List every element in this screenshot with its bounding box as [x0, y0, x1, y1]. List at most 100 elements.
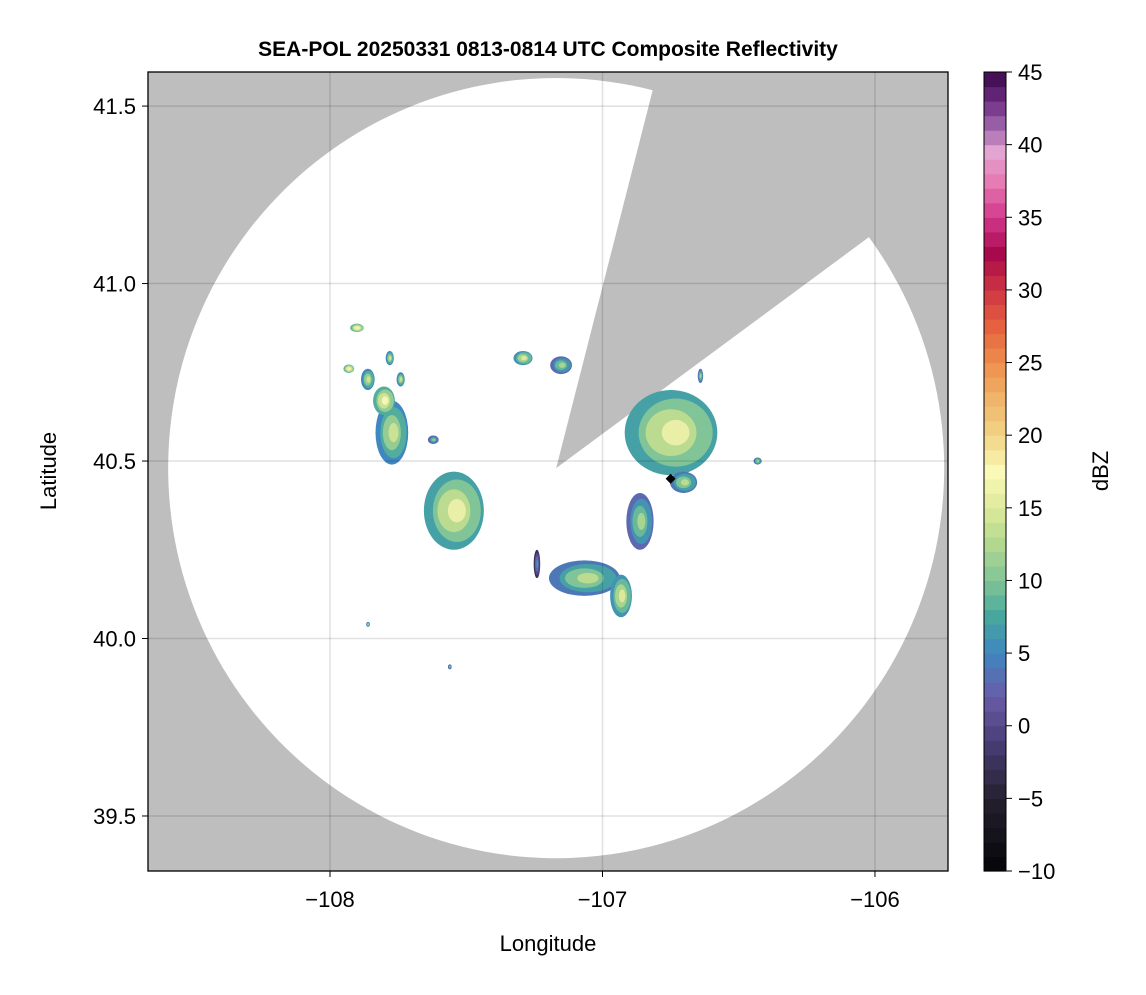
echo-cell [610, 574, 632, 618]
colorbar-band [984, 754, 1006, 770]
colorbar-band [984, 260, 1006, 276]
echo-cell [361, 368, 375, 391]
colorbar-band [984, 812, 1006, 829]
colorbar-band [984, 173, 1006, 189]
colorbar-tick-label: 20 [1018, 423, 1042, 448]
echo-cell [626, 492, 654, 550]
echo-cell [513, 350, 533, 366]
colorbar-band [984, 580, 1006, 596]
echo-layer [618, 589, 626, 603]
echo-cell [423, 471, 484, 550]
colorbar-band [984, 711, 1006, 727]
echo-layer [381, 396, 389, 405]
colorbar-tick-label: −10 [1018, 859, 1055, 884]
plot-area [148, 72, 948, 871]
colorbar-band [984, 188, 1006, 204]
colorbar-tick-label: 15 [1018, 496, 1042, 521]
colorbar-tick-label: 35 [1018, 205, 1042, 230]
echo-cell [533, 549, 541, 579]
colorbar-band [984, 202, 1006, 218]
colorbar-tick-label: 45 [1018, 60, 1042, 85]
colorbar-band [984, 725, 1006, 741]
echo-layer [366, 376, 371, 383]
colorbar-band [984, 348, 1006, 364]
chart-title: SEA-POL 20250331 0813-0814 UTC Composite… [258, 38, 838, 61]
echo-cell [396, 372, 405, 387]
colorbar-band [984, 362, 1006, 378]
echo-cell [753, 457, 762, 465]
colorbar-band [984, 769, 1006, 785]
colorbar-band [984, 696, 1006, 712]
colorbar-band [984, 159, 1006, 175]
colorbar-band [984, 275, 1006, 291]
colorbar-band [984, 522, 1006, 538]
echo-cell [343, 364, 355, 374]
colorbar-band [984, 667, 1006, 683]
echo-cell [447, 664, 452, 670]
colorbar-band [984, 565, 1006, 582]
x-axis-label: Longitude [500, 931, 597, 956]
x-tick-label: −107 [578, 887, 628, 912]
echo-layer [367, 623, 369, 626]
echo-layer [637, 512, 646, 530]
echo-cell [366, 621, 370, 627]
colorbar-band [984, 449, 1006, 465]
colorbar-band [984, 246, 1006, 262]
echo-cell [373, 386, 395, 415]
colorbar-band [984, 406, 1006, 422]
colorbar-tick-label: 40 [1018, 133, 1042, 158]
colorbar-band [984, 856, 1006, 872]
echo-layer [399, 377, 403, 382]
x-tick-label: −106 [850, 887, 900, 912]
colorbar-band [984, 827, 1006, 843]
echo-layer [447, 499, 466, 523]
y-axis-label: Latitude [36, 432, 61, 510]
echo-cell [350, 323, 364, 333]
colorbar-band [984, 435, 1006, 451]
colorbar-tick-label: 10 [1018, 568, 1042, 593]
echo-layer [756, 459, 760, 463]
colorbar-band [984, 682, 1006, 698]
echo-layer [558, 362, 566, 368]
colorbar-band [984, 304, 1006, 320]
colorbar-band [984, 609, 1006, 625]
echo-layer [521, 355, 527, 361]
y-axis: 39.5 40.0 40.5 41.0 41.5 [93, 94, 148, 829]
echo-layer [388, 423, 399, 443]
echo-cell [427, 435, 439, 444]
y-tick-label: 41.0 [93, 272, 136, 297]
colorbar-tick-label: 0 [1018, 714, 1030, 739]
colorbar-band [984, 594, 1006, 611]
colorbar-band [984, 318, 1006, 335]
colorbar-band [984, 740, 1006, 756]
colorbar-frame [983, 71, 1007, 872]
echo-cell [550, 356, 572, 375]
colorbar-tick-label: 5 [1018, 641, 1030, 666]
colorbar-band [984, 653, 1006, 669]
colorbar-band [984, 624, 1006, 640]
colorbar-band [984, 101, 1006, 117]
radar-coverage [168, 78, 945, 859]
colorbar-band [984, 551, 1006, 567]
colorbar-band [984, 391, 1006, 407]
echo-layer [355, 326, 360, 330]
colorbar-label: dBZ [1088, 451, 1113, 491]
colorbar-band [984, 333, 1006, 349]
y-tick-label: 39.5 [93, 804, 136, 829]
y-tick-label: 41.5 [93, 94, 136, 119]
x-axis: −108 −107 −106 [305, 871, 900, 912]
colorbar-band [984, 217, 1006, 233]
plot-frame [147, 71, 949, 872]
echo-layer [680, 479, 690, 486]
echo-cell [624, 390, 718, 476]
echo-cell [548, 560, 620, 596]
echo-layer [536, 559, 539, 569]
colorbar-tick-label: 30 [1018, 278, 1042, 303]
echo-cell [375, 400, 409, 465]
colorbar-band [984, 841, 1006, 858]
colorbar-band [984, 464, 1006, 480]
colorbar-band [984, 536, 1006, 552]
echo-layer [347, 367, 351, 371]
colorbar-band [984, 115, 1006, 131]
